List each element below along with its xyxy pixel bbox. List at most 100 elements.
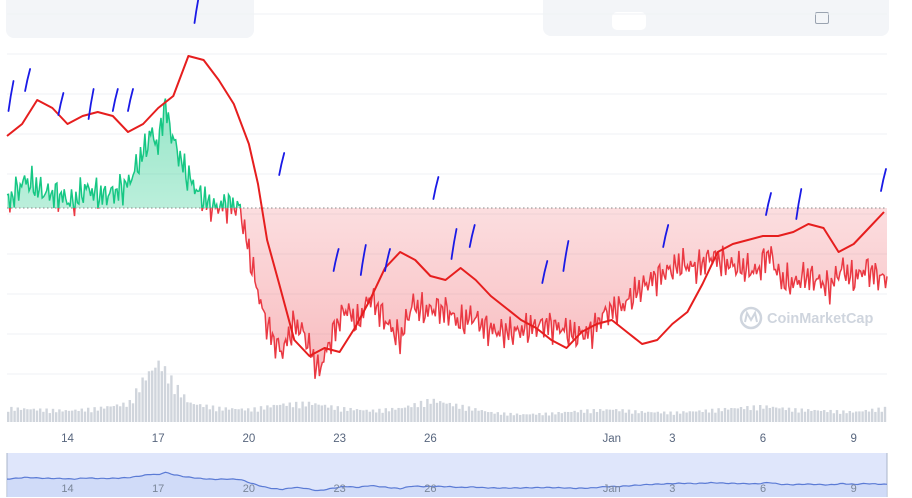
volume-bar (717, 408, 720, 422)
volume-bar (231, 408, 234, 422)
volume-bar (480, 410, 483, 422)
x-tick-label: 6 (760, 433, 766, 445)
volume-bar (762, 408, 765, 422)
volume-bar (765, 405, 768, 422)
volume-bar (435, 402, 439, 422)
volume-bar (611, 409, 615, 422)
volume-bar (458, 408, 461, 422)
volume-bar (359, 409, 362, 422)
volume-bar (202, 407, 205, 422)
volume-bar (410, 407, 413, 422)
annotation-mark (562, 240, 570, 272)
volume-bar (125, 406, 128, 422)
annotation-mark (795, 188, 803, 220)
calendar-icon[interactable] (815, 12, 829, 24)
annotation-mark (662, 224, 670, 248)
navigator-tick-label: 20 (243, 483, 255, 495)
volume-bar (797, 412, 800, 422)
volume-bar (183, 394, 186, 422)
volume-bar (595, 411, 599, 422)
volume-bar (218, 406, 221, 422)
volume-bar (538, 413, 541, 422)
volume-bar (416, 407, 419, 422)
annotation-mark (468, 224, 476, 248)
volume-bar (755, 410, 759, 422)
volume-bar (880, 411, 883, 422)
volume-bar (730, 408, 733, 422)
volume-bar (803, 411, 807, 422)
volume-bar (515, 413, 519, 422)
annotation-mark (765, 192, 772, 216)
volume-bar (711, 408, 714, 422)
navigator-tick-label: 6 (760, 483, 766, 495)
volume-bar (845, 413, 848, 422)
x-axis: 14 17 20 23 26 Jan 3 6 9 (61, 433, 857, 445)
volume-bar (29, 409, 32, 422)
volume-bar (695, 411, 698, 422)
volume-bar (112, 406, 115, 422)
volume-bar (167, 383, 170, 422)
volume-bar (858, 411, 861, 422)
volume-bar (669, 411, 672, 422)
volume-bar (253, 407, 256, 422)
annotation-mark (359, 244, 367, 276)
volume-bar (525, 414, 528, 422)
volume-bar (266, 405, 269, 422)
volume-bar (371, 409, 375, 422)
x-tick-label: 23 (333, 433, 346, 445)
volume-bar (227, 409, 231, 422)
volume-bar (35, 410, 39, 422)
volume-bar (234, 408, 237, 422)
volume-bar (496, 412, 499, 422)
volume-bar (87, 407, 90, 422)
volume-bar (291, 407, 295, 422)
chart-type-toolbar (6, 0, 254, 38)
annotation-mark (450, 228, 458, 260)
volume-bar (544, 412, 547, 422)
volume-bar (867, 411, 871, 422)
price-area (6, 98, 888, 379)
annotation-mark (432, 176, 440, 200)
volume-bar (727, 409, 730, 422)
volume-bar (141, 377, 144, 422)
volume-bar (666, 414, 669, 422)
volume-bar (743, 409, 746, 422)
navigator-tick-label: 3 (669, 483, 675, 495)
volume-bar (391, 407, 394, 422)
volume-bar (704, 409, 707, 422)
volume-bar (247, 408, 250, 422)
volume-bar (672, 414, 675, 422)
volume-bar (154, 367, 157, 422)
volume-bar (333, 409, 336, 422)
x-tick-label: 9 (851, 433, 857, 445)
volume-bar (794, 408, 797, 422)
volume-bar (615, 409, 618, 422)
volume-bar (682, 411, 685, 422)
volume-bar (656, 411, 659, 422)
volume-bar (851, 412, 855, 422)
time-range-tab-selected[interactable] (612, 12, 646, 30)
volume-bar (368, 411, 371, 422)
volume-bar (883, 406, 887, 422)
volume-bar (775, 407, 778, 422)
volume-bar (490, 411, 493, 422)
volume-bar (7, 411, 10, 422)
volume-bar (589, 413, 592, 422)
annotation-mark (24, 68, 31, 92)
volume-bar (701, 411, 704, 422)
volume-bar (499, 414, 503, 422)
volume-bar (304, 406, 307, 422)
volume-bar (96, 410, 99, 422)
volume-bar (723, 407, 727, 422)
volume-bar (330, 405, 333, 422)
volume-bar (26, 409, 29, 422)
volume-bar (467, 406, 471, 422)
volume-bar (355, 409, 359, 422)
annotation-marks (7, 0, 887, 284)
navigator-tick-label: Jan (603, 483, 621, 495)
volume-bar (423, 407, 426, 422)
volume-bar (551, 412, 554, 422)
overlay-curve (6, 55, 885, 357)
volume-bar (381, 412, 384, 422)
volume-bar (432, 398, 435, 422)
